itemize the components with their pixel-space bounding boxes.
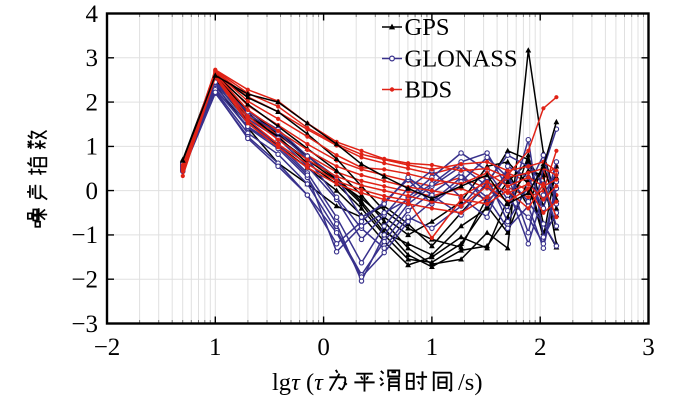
svg-text:BDS: BDS: [405, 77, 453, 104]
svg-text:2: 2: [534, 334, 547, 361]
svg-text:0: 0: [317, 334, 330, 361]
svg-text:−1: −1: [71, 222, 98, 249]
svg-text:−2: −2: [94, 334, 121, 361]
svg-text:/s): /s): [458, 369, 483, 396]
svg-text:GLONASS: GLONASS: [405, 46, 518, 73]
svg-text:1: 1: [86, 134, 99, 161]
svg-text:GPS: GPS: [405, 14, 450, 41]
svg-text:0: 0: [86, 178, 99, 205]
svg-text:1: 1: [209, 334, 222, 361]
svg-text:3: 3: [86, 45, 99, 72]
svg-text:1: 1: [426, 334, 439, 361]
svg-text:−3: −3: [71, 311, 98, 338]
svg-text:−2: −2: [71, 267, 98, 294]
svg-text:2: 2: [86, 89, 99, 116]
svg-text:3: 3: [642, 334, 655, 361]
svg-text:4: 4: [86, 1, 99, 28]
svg-text:lgτ (τ: lgτ (τ: [272, 369, 324, 396]
